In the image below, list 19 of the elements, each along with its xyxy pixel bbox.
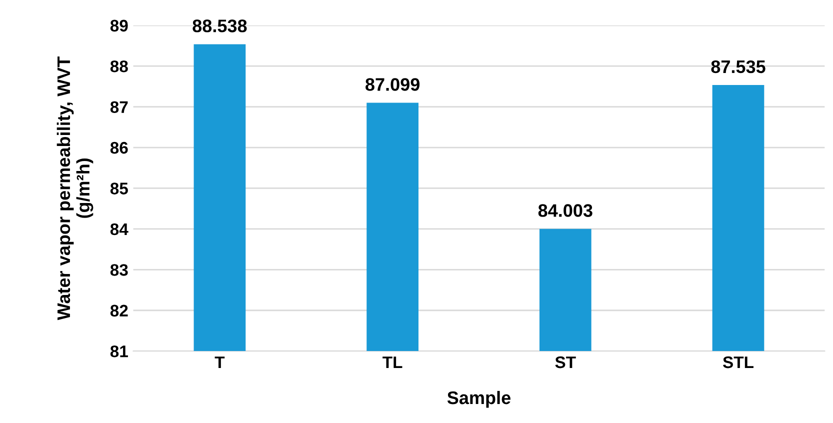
y-tick-label: 83 [110, 264, 128, 276]
x-tick-label: TL [382, 356, 402, 368]
data-label: 84.003 [538, 204, 592, 217]
x-tick-label: STL [722, 356, 754, 368]
y-tick-label: 82 [110, 304, 128, 317]
y-tick-label: 86 [110, 142, 128, 154]
data-label: 87.535 [711, 60, 766, 74]
x-axis-title: Sample [447, 390, 510, 408]
x-tick-label: ST [555, 356, 576, 368]
data-label: 87.099 [366, 78, 420, 91]
y-tick-label: 88 [110, 60, 128, 72]
y-tick-label: 85 [110, 182, 128, 194]
y-tick-label: 89 [110, 20, 128, 32]
y-axis-title: Water vapor permeability, WVT (g/m²h) [56, 56, 94, 320]
y-tick-label: 87 [110, 101, 128, 114]
y-tick-label: 81 [110, 345, 128, 358]
data-label: 88.538 [192, 20, 247, 32]
y-tick-label: 84 [110, 223, 128, 236]
x-tick-label: T [214, 356, 225, 368]
